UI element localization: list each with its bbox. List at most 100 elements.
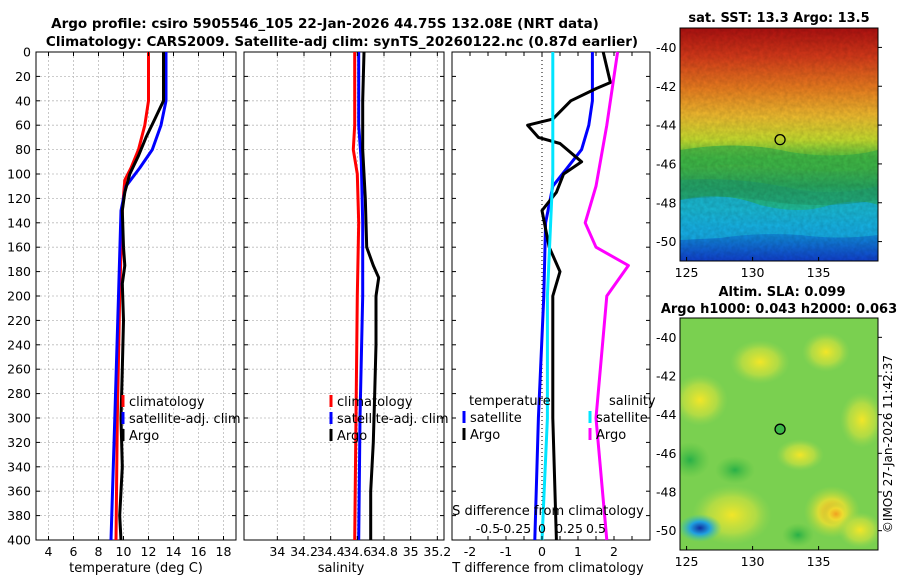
map-x-tick-label: 135 <box>807 265 831 280</box>
sst-map-title: sat. SST: 13.3 Argo: 13.5 <box>688 11 869 26</box>
map-x-tick-label: 125 <box>675 554 699 569</box>
depth-tick-label: 40 <box>15 93 31 108</box>
depth-tick-label: 380 <box>7 508 31 523</box>
salinity-legend: climatology satellite-adj. clim Argo <box>329 395 449 444</box>
salinity-series <box>351 51 381 541</box>
x-tick-label: 35.2 <box>423 544 451 559</box>
map-x-tick-label: 130 <box>741 265 765 280</box>
s-difference-xlabel: S difference from climatology <box>452 504 644 519</box>
legend-label: Argo <box>596 428 626 443</box>
sst-map-frame <box>679 27 879 262</box>
sst-argo-location-marker <box>774 133 786 146</box>
depth-tick-label: 400 <box>7 533 31 548</box>
s-diff-tick-label: -0.5 <box>476 521 500 536</box>
temperature-panel: 0 20 40 60 80 100 120 140 160 180 200 220 240 260 280 3… <box>7 45 240 577</box>
x-tick-label: 1 <box>574 544 582 559</box>
series-line-s-argo <box>583 51 630 541</box>
figure-title-line1: Argo profile: csiro 5905546_105 22-Jan-2… <box>51 16 599 32</box>
salinity-grid <box>244 52 444 540</box>
difference-series <box>526 51 630 541</box>
depth-tick-label: 200 <box>7 289 31 304</box>
legend-label: satellite <box>470 411 522 426</box>
sla-argo-location-marker <box>774 423 786 435</box>
legend-label: Argo <box>470 428 500 443</box>
map-x-tick-label: 135 <box>807 554 831 569</box>
sla-map-axes: 125 130 135 -40 -42 -44 -46 -48 -50 <box>656 330 882 569</box>
map-y-tick-label: -46 <box>656 446 676 461</box>
x-tick-label: 34 <box>269 544 285 559</box>
sla-map-image <box>680 318 878 550</box>
temperature-series <box>109 52 168 541</box>
depth-tick-label: 180 <box>7 264 31 279</box>
difference-axes: -2 -1 0 1 2 <box>452 51 650 559</box>
depth-tick-label: 80 <box>15 142 31 157</box>
difference-legend: temperature salinity satellite Argo satellit… <box>462 394 656 443</box>
x-tick-label: 34.4 <box>317 544 345 559</box>
map-x-tick-label: 130 <box>741 554 765 569</box>
x-tick-label: 0 <box>538 544 546 559</box>
map-y-tick-label: -44 <box>656 118 676 133</box>
depth-tick-label: 20 <box>15 69 31 84</box>
difference-plot-frame <box>451 51 651 541</box>
depth-tick-label: 60 <box>15 118 31 133</box>
temperature-xlabel: temperature (deg C) <box>69 561 203 576</box>
imos-credit: ©IMOS 27-Jan-2026 11:42:37 <box>881 355 895 533</box>
difference-panel: -2 -1 0 1 2 S difference from climatology -0… <box>451 51 656 576</box>
x-tick-label: 18 <box>216 544 232 559</box>
legend-title-salinity: salinity <box>609 394 656 409</box>
legend-label: Argo <box>337 429 367 444</box>
figure-title-line2: Climatology: CARS2009. Satellite-adj cli… <box>46 34 638 50</box>
x-tick-label: 35 <box>403 544 419 559</box>
x-tick-label: -2 <box>464 544 476 559</box>
x-tick-label: 34.2 <box>290 544 318 559</box>
legend-label: satellite <box>596 411 648 426</box>
map-y-tick-label: -50 <box>656 234 676 249</box>
map-y-tick-label: -40 <box>656 40 676 55</box>
x-tick-label: 34.6 <box>343 544 371 559</box>
salinity-axes: 34 34.234.434.634.8 35 35.2 <box>244 51 451 559</box>
s-diff-tick-label: -0.25 <box>499 521 531 536</box>
salinity-panel: 34 34.234.434.634.8 35 35.2 salinity climat… <box>243 51 451 576</box>
series-line-s-satellite <box>540 52 555 541</box>
map-y-tick-label: -46 <box>656 156 676 171</box>
x-tick-label: -1 <box>500 544 512 559</box>
depth-tick-label: 320 <box>7 435 31 450</box>
temperature-legend: climatology satellite-adj. clim Argo <box>121 395 241 444</box>
legend-label: satellite-adj. clim <box>129 412 241 427</box>
legend-label: Argo <box>129 429 159 444</box>
series-line-argo <box>118 52 165 541</box>
x-tick-label: 34.8 <box>370 544 398 559</box>
sst-map-axes: 125 130 135 -40 -42 -44 -46 -48 -50 <box>656 40 882 280</box>
series-line-satellite-adj-clim <box>109 52 168 541</box>
sst-map-panel: sat. SST: 13.3 Argo: 13.5 125 130 135 -40 -4… <box>656 11 882 280</box>
series-line-climatology <box>114 52 150 541</box>
x-tick-label: 8 <box>95 544 103 559</box>
legend-label: climatology <box>337 395 413 410</box>
temperature-axes: 0 20 40 60 80 100 120 140 160 180 200 220 240 260 280 3… <box>7 45 236 559</box>
series-line-t-satellite <box>533 52 594 541</box>
map-x-tick-label: 125 <box>675 265 699 280</box>
x-tick-label: 14 <box>166 544 182 559</box>
s-diff-tick-label: 0 <box>538 521 546 536</box>
x-tick-label: 2 <box>610 544 618 559</box>
x-tick-label: 6 <box>70 544 78 559</box>
map-y-tick-label: -48 <box>656 485 676 500</box>
s-diff-tick-label: 0.5 <box>586 521 606 536</box>
depth-tick-label: 360 <box>7 484 31 499</box>
depth-tick-label: 240 <box>7 337 31 352</box>
sla-map-title-line1: Altim. SLA: 0.099 <box>719 285 846 300</box>
temperature-grid <box>36 52 236 540</box>
map-y-tick-label: -42 <box>656 369 676 384</box>
depth-tick-label: 260 <box>7 362 31 377</box>
map-y-tick-label: -40 <box>656 330 676 345</box>
depth-tick-label: 160 <box>7 240 31 255</box>
map-y-tick-label: -50 <box>656 523 676 538</box>
depth-tick-label: 280 <box>7 386 31 401</box>
s-diff-tick-label: 0.25 <box>555 521 583 536</box>
series-line-argo <box>361 51 381 540</box>
sla-map-frame <box>679 317 879 551</box>
x-tick-label: 4 <box>45 544 53 559</box>
series-line-climatology <box>351 52 361 541</box>
depth-tick-label: 0 <box>23 45 31 60</box>
